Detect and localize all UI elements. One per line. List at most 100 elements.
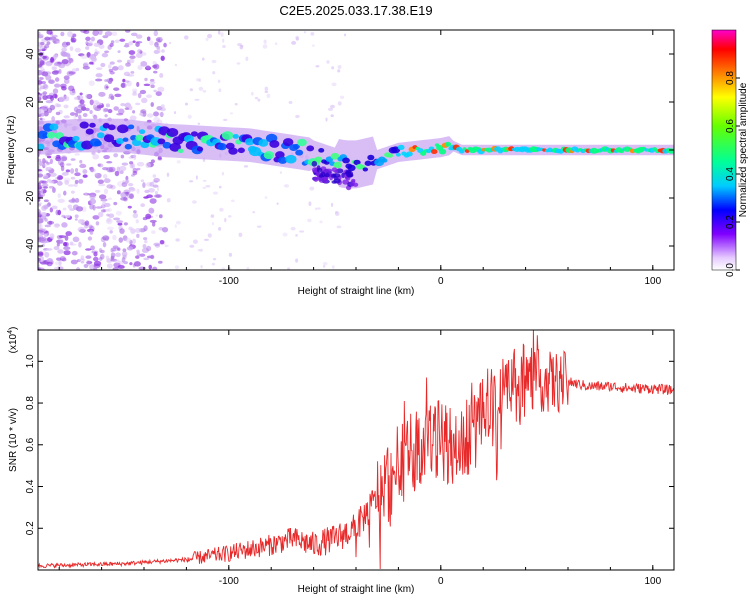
noise-blob (130, 228, 136, 234)
noise-blob (175, 220, 181, 225)
noise-blob (211, 262, 216, 266)
noise-blob (100, 62, 106, 68)
noise-blob (38, 169, 43, 172)
noise-blob (38, 35, 44, 39)
noise-blob (141, 52, 147, 56)
noise-blob (336, 225, 342, 229)
noise-blob (98, 248, 103, 253)
noise-blob (119, 228, 125, 234)
noise-blob (143, 237, 148, 241)
noise-blob (70, 190, 75, 194)
noise-blob (133, 210, 137, 214)
noise-blob (117, 264, 125, 269)
noise-blob (48, 79, 55, 84)
noise-blob (48, 185, 54, 189)
snr-x-label: Height of straight line (km) (298, 584, 415, 595)
noise-blob (194, 98, 200, 101)
noise-blob (42, 163, 46, 169)
noise-blob (92, 30, 99, 36)
ridge-blob (397, 144, 405, 151)
noise-blob (54, 223, 61, 227)
ridge-blob (177, 148, 184, 154)
noise-blob (79, 92, 83, 96)
noise-blob (112, 245, 119, 249)
noise-blob (152, 266, 158, 270)
noise-blob (88, 224, 93, 229)
ridge-blob (162, 141, 172, 149)
noise-blob (279, 171, 283, 174)
noise-blob (49, 58, 55, 63)
noise-blob (38, 184, 42, 191)
noise-blob (132, 170, 138, 176)
noise-blob (41, 81, 46, 85)
noise-blob (46, 41, 51, 45)
noise-blob (274, 42, 278, 46)
noise-blob (39, 117, 43, 121)
ridge-blob (323, 173, 330, 178)
noise-blob (46, 220, 55, 225)
ridge-blob (364, 160, 372, 166)
noise-blob (114, 170, 120, 177)
ridge-blob (330, 152, 340, 160)
ridge-blob (318, 174, 324, 178)
noise-blob (83, 30, 90, 35)
ridge-blob (122, 137, 129, 142)
noise-blob (137, 49, 142, 54)
noise-blob (117, 181, 124, 187)
snr-y-tick-label: 0.2 (25, 521, 36, 535)
ridge-blob (94, 140, 102, 147)
noise-blob (198, 78, 202, 83)
noise-blob (80, 30, 88, 33)
ridge-blob (124, 143, 132, 150)
ridge-blob (217, 143, 227, 151)
noise-blob (46, 107, 53, 114)
noise-blob (85, 36, 91, 42)
ridge-blob (116, 138, 125, 145)
noise-blob (149, 219, 157, 223)
ridge-blob (103, 134, 115, 143)
noise-blob (56, 176, 61, 181)
noise-blob (153, 116, 160, 123)
noise-blob (157, 155, 162, 160)
noise-blob (107, 109, 113, 114)
noise-blob (157, 260, 163, 264)
noise-blob (89, 198, 97, 205)
noise-blob (127, 74, 135, 77)
noise-blob (169, 41, 172, 45)
noise-blob (41, 183, 49, 187)
noise-blob (256, 225, 262, 228)
noise-blob (196, 78, 200, 82)
noise-blob (322, 261, 328, 266)
ridge-blob (46, 131, 56, 139)
noise-blob (109, 61, 115, 65)
noise-blob (91, 114, 96, 118)
noise-blob (129, 161, 134, 165)
noise-blob (119, 165, 127, 172)
noise-blob (43, 111, 49, 117)
noise-blob (79, 103, 86, 107)
noise-blob (120, 154, 125, 159)
ridge-blob (232, 134, 239, 139)
noise-blob (264, 86, 269, 91)
noise-blob (119, 38, 126, 42)
noise-blob (139, 89, 147, 95)
noise-blob (95, 206, 103, 209)
noise-blob (217, 79, 221, 83)
noise-blob (250, 91, 254, 96)
noise-blob (143, 225, 148, 232)
noise-blob (73, 183, 78, 187)
chart-title: C2E5.2025.033.17.38.E19 (279, 3, 432, 18)
noise-blob (38, 237, 42, 240)
noise-blob (104, 84, 109, 90)
noise-blob (152, 180, 159, 184)
spectrogram-x-label: Height of straight line (km) (298, 286, 415, 297)
noise-blob (68, 199, 75, 203)
snr-y-tick-label: 1.0 (25, 354, 36, 368)
noise-blob (74, 167, 79, 173)
noise-blob (343, 33, 347, 37)
noise-blob (126, 80, 132, 87)
noise-blob (57, 193, 61, 199)
noise-blob (38, 233, 43, 238)
noise-blob (202, 89, 207, 93)
noise-blob (39, 45, 46, 50)
